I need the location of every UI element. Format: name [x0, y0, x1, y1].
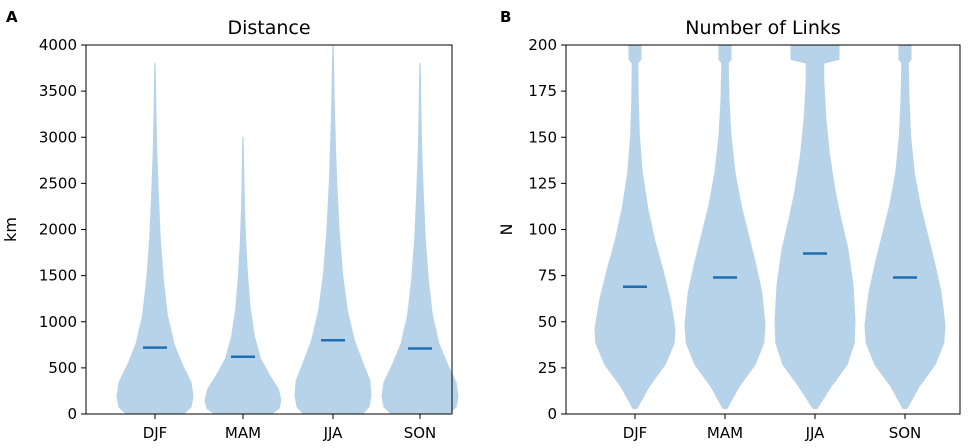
x-tick-label: DJF: [623, 424, 648, 442]
violin-son: [864, 44, 946, 409]
y-tick-label: 1500: [39, 267, 77, 285]
y-tick-label: 2500: [39, 174, 77, 192]
violin-son: [381, 62, 459, 415]
violin-jja: [774, 44, 856, 409]
violin-djf: [116, 62, 194, 415]
y-tick-label: 1000: [39, 313, 77, 331]
violin-mam: [204, 136, 282, 415]
violin-mam: [684, 44, 766, 409]
x-tick-label: JJA: [805, 424, 826, 442]
y-tick-label: 100: [528, 221, 557, 239]
y-tick-label: 75: [538, 267, 557, 285]
y-tick-label: 125: [528, 174, 557, 192]
plot-frame: [85, 44, 453, 415]
y-tick-label: 3500: [39, 82, 77, 100]
violin-djf: [594, 44, 676, 409]
chart-title: Distance: [227, 17, 310, 39]
y-tick-label: 150: [528, 128, 557, 146]
y-tick-label: 500: [48, 359, 77, 377]
y-tick-label: 0: [67, 405, 77, 423]
x-tick-label: MAM: [707, 424, 743, 442]
plot-frame: [565, 44, 961, 415]
y-tick-label: 50: [538, 313, 557, 331]
y-axis-label: N: [497, 224, 516, 236]
y-tick-label: 25: [538, 359, 557, 377]
x-tick-label: SON: [404, 424, 437, 442]
x-tick-label: SON: [889, 424, 922, 442]
panel-label: B: [500, 8, 511, 26]
violin-jja: [294, 44, 372, 415]
x-tick-label: DJF: [143, 424, 168, 442]
y-tick-label: 3000: [39, 128, 77, 146]
x-tick-label: JJA: [323, 424, 344, 442]
y-tick-label: 175: [528, 82, 557, 100]
y-tick-label: 0: [547, 405, 557, 423]
y-tick-label: 200: [528, 36, 557, 54]
y-tick-label: 4000: [39, 36, 77, 54]
x-tick-label: MAM: [225, 424, 261, 442]
y-tick-label: 2000: [39, 221, 77, 239]
y-axis-label: km: [1, 217, 20, 242]
chart-title: Number of Links: [685, 17, 841, 39]
panel-label: A: [6, 8, 18, 26]
